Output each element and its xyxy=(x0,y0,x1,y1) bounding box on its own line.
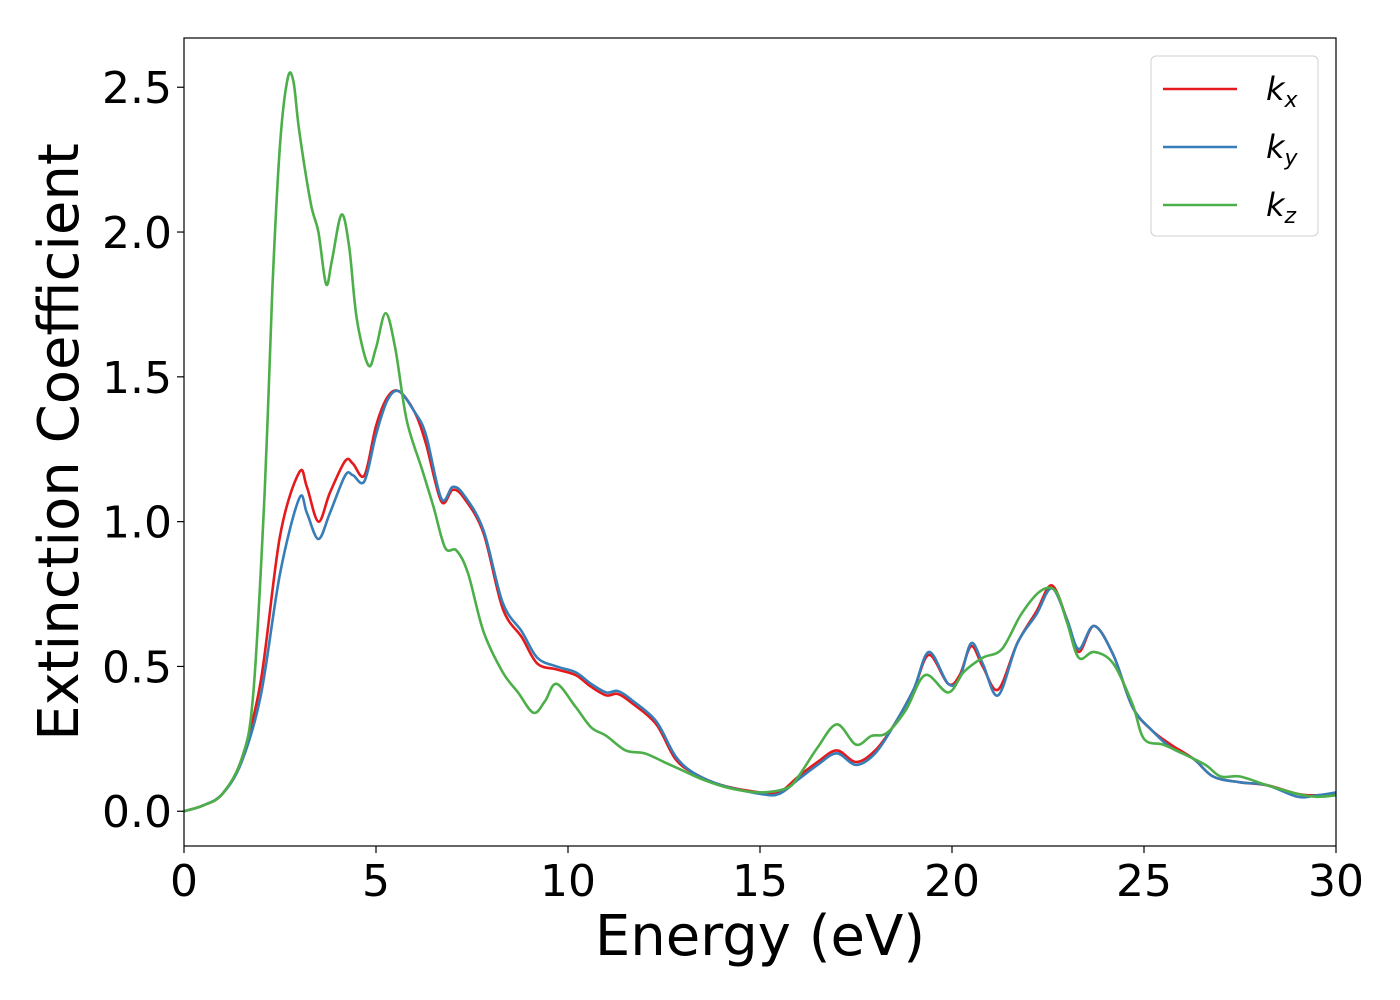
series-line-kx xyxy=(184,389,1336,813)
x-tick-label: 5 xyxy=(362,856,390,907)
y-axis-title: Extinction Coefficient xyxy=(27,143,92,741)
x-tick-label: 0 xyxy=(170,856,198,907)
x-tick-label: 25 xyxy=(1116,856,1172,907)
legend-label: kz xyxy=(1266,186,1297,229)
y-tick-label: 2.0 xyxy=(102,208,172,259)
series-line-ky xyxy=(184,389,1336,813)
legend-label: ky xyxy=(1266,128,1299,171)
x-tick-label: 10 xyxy=(540,856,596,907)
y-tick-label: 0.0 xyxy=(102,787,172,838)
y-tick-label: 0.5 xyxy=(102,642,172,693)
series-lines xyxy=(184,71,1336,813)
x-axis-ticks: 0 5 10 15 20 25 30 xyxy=(170,846,1364,907)
x-tick-label: 30 xyxy=(1308,856,1364,907)
x-tick-label: 15 xyxy=(732,856,788,907)
x-tick-label: 20 xyxy=(924,856,980,907)
legend: kx ky kz xyxy=(1150,55,1319,237)
y-tick-label: 1.0 xyxy=(102,498,172,549)
y-axis-ticks: 0.0 0.5 1.0 1.5 2.0 2.5 xyxy=(102,63,184,838)
y-tick-label: 2.5 xyxy=(102,63,172,114)
legend-label: kx xyxy=(1266,70,1299,113)
y-tick-label: 1.5 xyxy=(102,353,172,404)
series-line-kz xyxy=(184,71,1336,813)
x-axis-title: Energy (eV) xyxy=(595,904,925,969)
